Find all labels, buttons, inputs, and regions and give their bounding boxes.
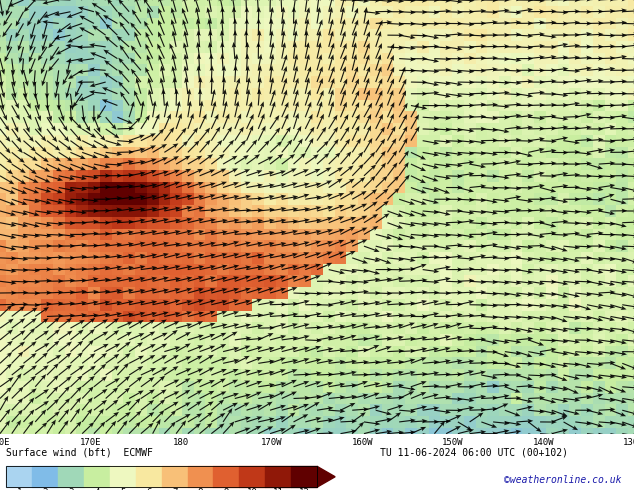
Bar [291,466,317,487]
Bar [110,466,136,487]
Text: 4: 4 [94,489,100,490]
Bar [32,466,58,487]
Bar [162,466,188,487]
Text: 150W: 150W [442,438,463,447]
Text: 5: 5 [120,489,126,490]
FancyArrow shape [317,466,335,487]
Text: ©weatheronline.co.uk: ©weatheronline.co.uk [504,475,621,486]
Bar [6,466,32,487]
Bar [58,466,84,487]
Text: 9: 9 [224,489,229,490]
Text: TU 11-06-2024 06:00 UTC (00+102): TU 11-06-2024 06:00 UTC (00+102) [380,448,569,458]
Bar [265,466,291,487]
Text: 7: 7 [172,489,178,490]
Text: Surface wind (bft)  ECMWF: Surface wind (bft) ECMWF [6,448,153,458]
Text: 2: 2 [42,489,48,490]
Text: 170E: 170E [80,438,101,447]
Text: 12: 12 [299,489,309,490]
Text: 6: 6 [146,489,152,490]
Text: 130W: 130W [623,438,634,447]
Bar [84,466,110,487]
Text: 3: 3 [68,489,74,490]
Text: 10: 10 [247,489,257,490]
Bar [6,466,317,487]
Text: 180: 180 [173,438,189,447]
Text: 11: 11 [273,489,283,490]
Bar [240,466,265,487]
Text: 180E: 180E [0,438,11,447]
Text: 160W: 160W [351,438,373,447]
Bar [214,466,239,487]
Bar [188,466,214,487]
Text: 140W: 140W [533,438,554,447]
Text: 8: 8 [198,489,203,490]
Bar [136,466,162,487]
Text: 170W: 170W [261,438,283,447]
Text: 1: 1 [16,489,22,490]
